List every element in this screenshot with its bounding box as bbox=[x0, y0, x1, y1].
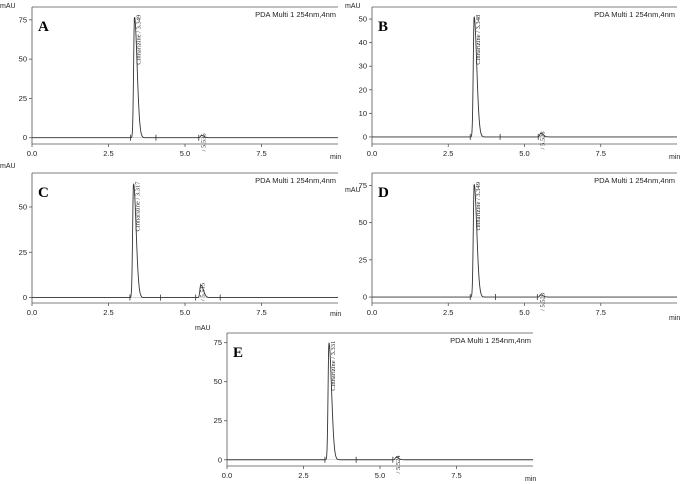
y-tick-label: 25 bbox=[214, 416, 222, 425]
peak-label: Cinnarizine / 3.349 bbox=[135, 15, 142, 65]
peak-label: Cinnarizine / 3.331 bbox=[330, 341, 337, 391]
x-tick-label: 0.0 bbox=[367, 149, 377, 158]
x-tick-label: 7.5 bbox=[256, 149, 266, 158]
peak-label: / 5.515 bbox=[200, 283, 207, 301]
y-axis-label: mAU bbox=[0, 163, 16, 170]
x-tick-label: 2.5 bbox=[103, 149, 113, 158]
chromatogram-panel-d: mAU min PDA Multi 1 254nm,4nm D 0 25 50 75 0.0 2.… bbox=[345, 172, 680, 322]
chromatogram-trace bbox=[227, 342, 533, 461]
y-tick-label: 25 bbox=[19, 248, 27, 257]
y-tick-label: 75 bbox=[214, 338, 222, 347]
peak-label: / 5.523 bbox=[539, 293, 546, 311]
y-tick-label: 0 bbox=[23, 133, 27, 142]
chromatogram-panel-a: mAU min PDA Multi 1 254nm,4nm A 0 25 50 75 0.0 2.… bbox=[0, 3, 341, 161]
y-tick-label: 75 bbox=[359, 181, 367, 190]
y-tick-label: 0 bbox=[218, 455, 222, 464]
x-tick-label: 0.0 bbox=[367, 308, 377, 317]
y-tick-label: 50 bbox=[359, 218, 367, 227]
panel-letter: D bbox=[378, 185, 389, 201]
x-tick-label: 0.0 bbox=[222, 471, 232, 480]
y-axis-label: mAU bbox=[345, 3, 361, 10]
x-tick-label: 5.0 bbox=[180, 308, 190, 317]
x-tick-label: 7.5 bbox=[596, 149, 606, 158]
chromatogram-panel-e: mAU min PDA Multi 1 254nm,4nm E 0 25 50 75 0.0 2.… bbox=[195, 325, 536, 483]
y-tick-label: 20 bbox=[359, 85, 367, 94]
panel-letter: A bbox=[38, 19, 49, 35]
x-tick-label: 5.0 bbox=[375, 471, 385, 480]
chromatogram-trace bbox=[372, 15, 677, 138]
chromatogram-trace bbox=[32, 16, 338, 139]
x-axis-label: min bbox=[330, 311, 341, 318]
y-tick-label: 50 bbox=[19, 202, 27, 211]
detector-label: PDA Multi 1 254nm,4nm bbox=[450, 336, 531, 345]
peak-label: Cinnarizine / 3.348 bbox=[475, 15, 482, 65]
y-axis-label: mAU bbox=[0, 3, 16, 10]
detector-label: PDA Multi 1 254nm,4nm bbox=[594, 10, 675, 19]
x-tick-label: 2.5 bbox=[443, 308, 453, 317]
peak-label: / 5.524 bbox=[395, 455, 402, 474]
chromatogram-trace bbox=[32, 183, 338, 299]
panel-letter: E bbox=[233, 345, 243, 361]
detector-label: PDA Multi 1 254nm,4nm bbox=[255, 10, 336, 19]
chromatogram-panel-c: mAU min PDA Multi 1 254nm,4nm C 0 25 50 0.0 2.5 5… bbox=[0, 163, 341, 318]
y-axis-label: mAU bbox=[345, 187, 361, 194]
peak-label: / 5.536 bbox=[200, 133, 207, 152]
panel-letter: C bbox=[38, 185, 49, 201]
detector-label: PDA Multi 1 254nm,4nm bbox=[594, 176, 675, 185]
y-tick-label: 25 bbox=[19, 94, 27, 103]
chromatogram-trace bbox=[372, 184, 677, 298]
y-tick-label: 50 bbox=[214, 377, 222, 386]
y-tick-label: 0 bbox=[363, 293, 367, 302]
x-axis-label: min bbox=[330, 154, 341, 161]
x-tick-label: 7.5 bbox=[451, 471, 461, 480]
x-tick-label: 7.5 bbox=[596, 308, 606, 317]
panel-letter: B bbox=[378, 19, 388, 35]
y-tick-label: 75 bbox=[19, 15, 27, 24]
x-axis-label: min bbox=[525, 476, 536, 483]
x-tick-label: 5.0 bbox=[519, 308, 529, 317]
detector-label: PDA Multi 1 254nm,4nm bbox=[255, 176, 336, 185]
x-tick-label: 5.0 bbox=[519, 149, 529, 158]
peak-label: Cinnarizine / 3.317 bbox=[135, 181, 142, 232]
y-axis-label: mAU bbox=[195, 325, 211, 332]
y-tick-label: 50 bbox=[19, 55, 27, 64]
x-tick-label: 2.5 bbox=[103, 308, 113, 317]
chromatogram-panel-b: mAU min PDA Multi 1 254nm,4nm B 0 10 20 30 40 50 0… bbox=[345, 3, 680, 161]
x-tick-label: 7.5 bbox=[256, 308, 266, 317]
x-axis-label: min bbox=[669, 315, 680, 322]
y-tick-label: 50 bbox=[359, 15, 367, 24]
y-tick-label: 30 bbox=[359, 62, 367, 71]
y-tick-label: 0 bbox=[363, 132, 367, 141]
x-tick-label: 2.5 bbox=[298, 471, 308, 480]
y-tick-label: 10 bbox=[359, 109, 367, 118]
x-tick-label: 2.5 bbox=[443, 149, 453, 158]
x-tick-label: 5.0 bbox=[180, 149, 190, 158]
y-tick-label: 0 bbox=[23, 293, 27, 302]
y-tick-label: 40 bbox=[359, 38, 367, 47]
x-tick-label: 0.0 bbox=[27, 149, 37, 158]
peak-label: cinnarizine / 3.349 bbox=[475, 182, 482, 231]
y-tick-label: 25 bbox=[359, 255, 367, 264]
peak-label: / 5.528 bbox=[540, 131, 547, 149]
x-axis-label: min bbox=[669, 154, 680, 161]
x-tick-label: 0.0 bbox=[27, 308, 37, 317]
